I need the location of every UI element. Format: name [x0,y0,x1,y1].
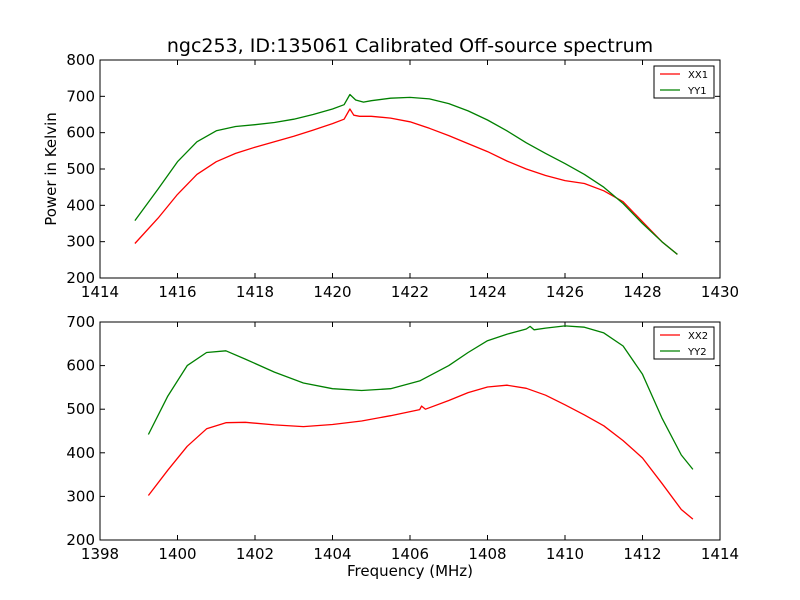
top-chart-lines [134,93,678,255]
bottom-chart-lines [147,325,694,520]
top-chart-x-tick-label: 1430 [701,283,739,301]
bottom-chart-x-tick-label: 1408 [468,545,506,563]
bottom-chart-x-tick-label: 1406 [391,545,429,563]
top-chart-y-tick-label: 500 [66,160,95,178]
top-chart-y-tick-label: 400 [66,196,95,214]
top-chart-y-axis-label: Power in Kelvin [42,112,60,226]
bottom-chart-x-tick-label: 1398 [81,545,119,563]
bottom-chart-y-tick-label: 600 [66,357,95,375]
top-chart-x-tick-label: 1424 [468,283,506,301]
top-chart-legend-box [653,65,715,99]
bottom-chart-legend-label-yy2: YY2 [687,347,707,358]
bottom-chart-y-tick-label: 400 [66,444,95,462]
bottom-chart-x-tick-label: 1410 [546,545,584,563]
top-chart-x-tick-label: 1422 [391,283,429,301]
top-chart-x-tick-label: 1414 [81,283,119,301]
top-chart-x-tick-label: 1416 [158,283,196,301]
top-chart-legend-label-xx1: XX1 [688,70,708,81]
bottom-chart-x-tick-label: 1414 [701,545,739,563]
top-chart: ngc253, ID:135061 Calibrated Off-source … [42,35,739,301]
bottom-chart-y-tick-label: 200 [66,531,95,549]
top-chart-legend-label-yy1: YY1 [687,86,707,97]
bottom-chart-legend-label-xx2: XX2 [688,331,708,342]
bottom-chart-y-tick-label: 700 [66,313,95,331]
top-chart-y-tick-label: 200 [66,269,95,287]
top-chart-x-tick-label: 1420 [313,283,351,301]
bottom-chart-legend: XX2 YY2 [653,326,715,360]
top-chart-x-tick-label: 1426 [546,283,584,301]
top-chart-x-tick-label: 1428 [623,283,661,301]
bottom-chart-series-line-xx2 [147,384,694,520]
bottom-chart: Frequency (MHz) 1398 1400 1402 1404 1406 1408… [66,313,739,580]
top-chart-legend: XX1 YY1 [653,65,715,99]
top-chart-ticks: 1414 1416 1418 1420 1422 1424 1426 1428 1430 200 3… [66,51,739,301]
bottom-chart-ticks: 1398 1400 1402 1404 1406 1408 1410 1412 1414 200 3… [66,313,739,563]
bottom-chart-x-tick-label: 1402 [236,545,274,563]
top-chart-plot-frame [99,59,721,279]
bottom-chart-y-tick-label: 500 [66,400,95,418]
bottom-chart-x-tick-label: 1412 [623,545,661,563]
bottom-chart-legend-box [653,326,715,360]
bottom-chart-x-axis-label: Frequency (MHz) [347,562,473,580]
top-chart-series-line-xx1 [134,108,678,255]
top-chart-y-tick-label: 600 [66,124,95,142]
top-chart-y-tick-label: 800 [66,51,95,69]
bottom-chart-plot-frame [99,321,721,541]
bottom-chart-series-line-yy2 [147,325,694,470]
top-chart-series-line-yy1 [134,93,678,255]
top-chart-x-tick-label: 1418 [236,283,274,301]
bottom-chart-y-tick-label: 300 [66,487,95,505]
top-chart-y-tick-label: 700 [66,87,95,105]
bottom-chart-x-tick-label: 1400 [158,545,196,563]
top-chart-title: ngc253, ID:135061 Calibrated Off-source … [167,35,653,57]
bottom-chart-x-tick-label: 1404 [313,545,351,563]
top-chart-y-tick-label: 300 [66,233,95,251]
